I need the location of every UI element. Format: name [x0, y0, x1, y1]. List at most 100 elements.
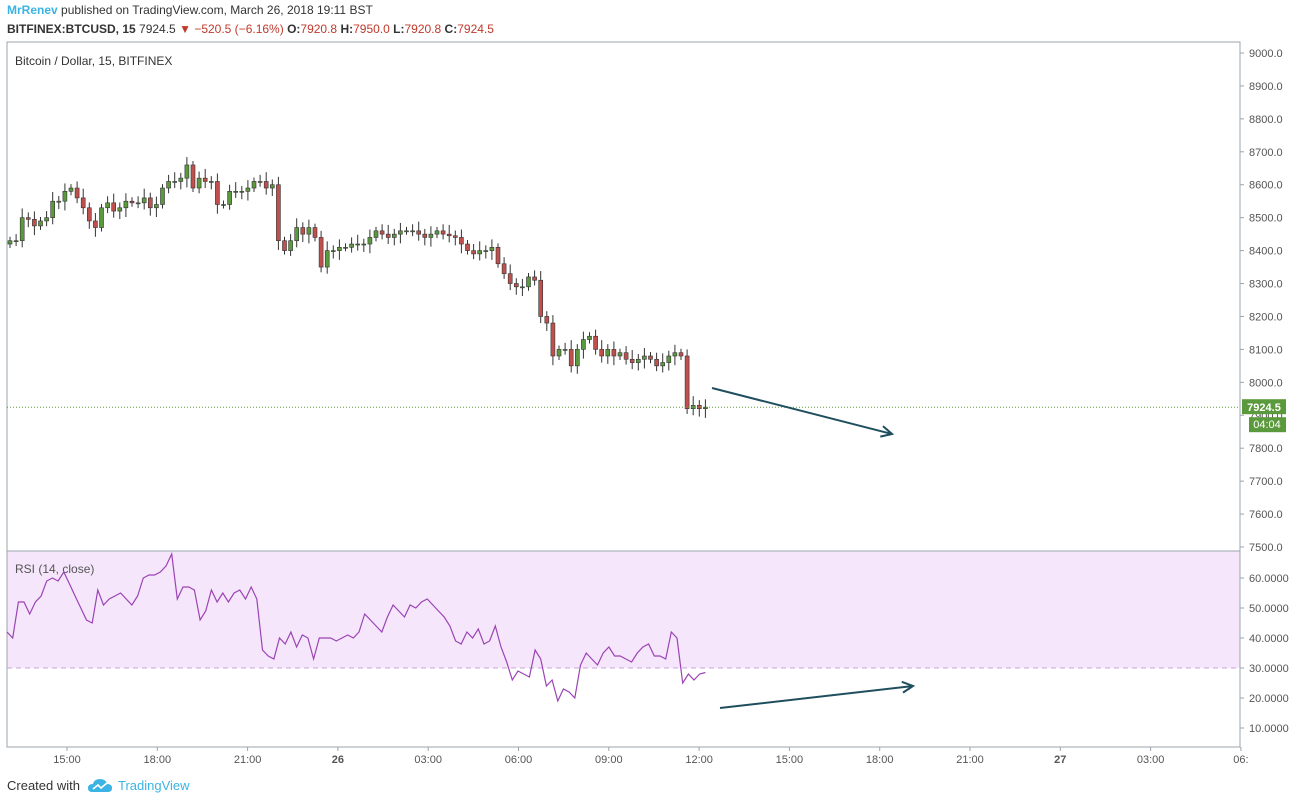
down-triangle-icon: ▼: [179, 22, 191, 36]
candle-body: [343, 247, 348, 249]
candle-body: [538, 279, 544, 317]
candle-body: [38, 220, 43, 227]
candle-body: [196, 177, 202, 189]
candle-body: [306, 227, 312, 235]
price-tick-label: 8000.0: [1249, 377, 1283, 389]
time-tick-label: 27: [1054, 754, 1066, 766]
candle-body: [416, 230, 422, 235]
tradingview-brand[interactable]: TradingView: [117, 778, 190, 793]
rsi-tick-label: 50.0000: [1249, 603, 1289, 615]
symbol-name: BITFINEX:BTCUSD, 15: [7, 22, 136, 36]
candle-body: [617, 352, 623, 357]
candle-body: [666, 355, 672, 363]
time-tick-label: 18:00: [866, 754, 894, 766]
candle-body: [379, 230, 385, 235]
candle-body: [135, 202, 141, 205]
price-down-arrow: [711, 387, 893, 435]
candle-body: [251, 181, 257, 189]
candle-body: [330, 250, 336, 252]
candle-body: [532, 276, 537, 281]
price-tick-label: 8900.0: [1249, 81, 1283, 93]
candle-body: [44, 217, 49, 222]
candle-body: [56, 200, 62, 203]
low-value: 7920.8: [404, 22, 442, 36]
candle-body: [642, 355, 647, 360]
time-tick-label: 21:00: [234, 754, 262, 766]
candle-body: [452, 235, 458, 238]
high-value: 7950.0: [353, 22, 390, 36]
candle-body: [440, 230, 446, 235]
time-tick-label: 21:00: [956, 754, 984, 766]
price-tick-label: 8800.0: [1249, 114, 1283, 126]
price-tick-label: 7700.0: [1249, 476, 1283, 488]
published-text: published on TradingView.com, March 26, …: [61, 3, 373, 17]
candle-body: [385, 233, 391, 238]
candle-body: [93, 220, 98, 228]
candle-body: [599, 349, 605, 357]
price-tick-label: 9000.0: [1249, 48, 1283, 60]
candle-body: [684, 355, 690, 409]
candle-body: [465, 243, 470, 251]
candle-body: [178, 177, 184, 182]
time-tick-label: 26: [332, 754, 344, 766]
candle-body: [434, 230, 440, 235]
candle-body: [227, 191, 232, 205]
candle-body: [294, 227, 300, 242]
candle-body: [410, 230, 415, 233]
time-tick-label: 09:00: [595, 754, 623, 766]
candle-body: [495, 247, 501, 265]
candle-body: [648, 355, 653, 360]
time-tick-label: 12:00: [685, 754, 713, 766]
candle-body: [398, 230, 403, 235]
candle-body: [587, 335, 592, 340]
candle-body: [245, 187, 251, 192]
rsi-tick-label: 30.0000: [1249, 663, 1289, 675]
candle-body: [19, 217, 25, 242]
candle-body: [672, 352, 678, 357]
candle-body: [105, 202, 110, 209]
candle-body: [446, 233, 452, 237]
candle-body: [678, 352, 684, 357]
candle-body: [629, 358, 635, 363]
candle-body: [62, 191, 68, 202]
symbol-line: BITFINEX:BTCUSD, 15 7924.5 ▼ −520.5 (−6.…: [7, 22, 494, 36]
candle-body: [276, 184, 281, 242]
price-pane-title: Bitcoin / Dollar, 15, BITFINEX: [15, 54, 172, 68]
candle-body: [324, 250, 330, 268]
candle-body: [160, 187, 165, 205]
candle-body: [74, 187, 80, 199]
candle-body: [361, 243, 367, 246]
candle-body: [635, 358, 641, 363]
last-price-tag-label: 7924.5: [1247, 402, 1281, 414]
time-tick-label: 06:00: [505, 754, 533, 766]
candle-body: [513, 283, 519, 288]
rsi-tick-label: 40.0000: [1249, 633, 1289, 645]
candle-body: [471, 250, 476, 255]
candle-body: [111, 202, 116, 212]
candle-body: [550, 322, 556, 357]
candle-body: [7, 240, 13, 245]
price-tick-label: 7800.0: [1249, 443, 1283, 455]
change-value: −520.5 (−6.16%): [194, 22, 284, 36]
candle-body: [257, 181, 263, 183]
time-tick-label: 15:00: [53, 754, 81, 766]
open-label: O:: [287, 22, 301, 36]
candle-body: [459, 237, 464, 245]
candle-body: [562, 349, 568, 351]
price-tick-label: 8300.0: [1249, 279, 1283, 291]
candle-body: [568, 349, 574, 367]
candle-body: [50, 200, 56, 218]
candle-body: [367, 237, 373, 245]
candle-body: [215, 181, 220, 205]
candle-body: [233, 191, 238, 193]
rsi-line: [6, 551, 706, 703]
price-tick-label: 7600.0: [1249, 509, 1283, 521]
price-tick-label: 8400.0: [1249, 246, 1283, 258]
author-link[interactable]: MrRenev: [7, 3, 58, 17]
price-tick-label: 8600.0: [1249, 180, 1283, 192]
time-tick-label: 03:00: [414, 754, 442, 766]
candle-body: [202, 177, 208, 182]
price-tick-label: 8200.0: [1249, 311, 1283, 323]
candle-body: [123, 200, 129, 209]
